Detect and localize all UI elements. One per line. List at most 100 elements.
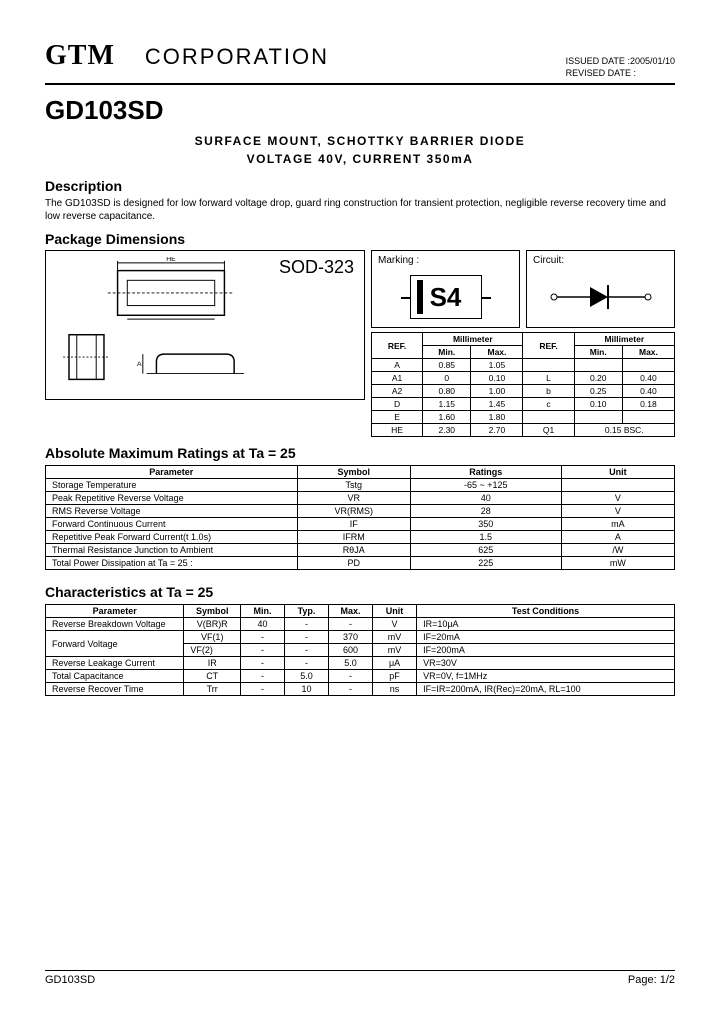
dim-max: Max. [471,346,523,359]
table-cell: - [329,670,373,683]
svg-text:A: A [137,361,142,368]
dim-min: Min. [423,346,471,359]
table-cell: - [241,644,285,657]
table-cell: - [285,631,329,644]
table-cell: VR [297,492,410,505]
table-cell: A [372,359,423,372]
marking-graphic: S4 [378,270,513,324]
table-row: E1.601.80 [372,411,675,424]
table-cell: RMS Reverse Voltage [46,505,298,518]
table-header: Min. [241,605,285,618]
circuit-label: Circuit: [533,255,668,266]
amr-table: ParameterSymbolRatingsUnit Storage Tempe… [45,465,675,570]
table-row: A20.801.00b0.250.40 [372,385,675,398]
table-cell: ns [373,683,417,696]
table-cell: VR=0V, f=1MHz [417,670,675,683]
table-cell: 5.0 [285,670,329,683]
table-cell: Total Power Dissipation at Ta = 25 : [46,557,298,570]
table-cell: Trr [184,683,241,696]
table-cell: 350 [410,518,561,531]
table-cell: Storage Temperature [46,479,298,492]
table-cell: 0.25 [574,385,622,398]
table-cell: 5.0 [329,657,373,670]
package-heading: Package Dimensions [45,231,675,247]
table-cell: 0.40 [622,385,674,398]
table-cell: - [285,618,329,631]
dim-mm-header2: Millimeter [574,333,674,346]
table-cell: 1.15 [423,398,471,411]
table-cell: A2 [372,385,423,398]
subtitle: SURFACE MOUNT, SCHOTTKY BARRIER DIODE VO… [45,132,675,168]
table-cell: IR=10μA [417,618,675,631]
marking-box: Marking : S4 [371,250,520,328]
issued-date-line: ISSUED DATE :2005/01/10 [566,56,675,68]
table-cell: 0.85 [423,359,471,372]
table-cell [523,359,574,372]
table-cell [574,359,622,372]
table-cell [523,411,574,424]
table-cell: Peak Repetitive Reverse Voltage [46,492,298,505]
table-cell: Reverse Leakage Current [46,657,184,670]
table-cell: 1.05 [471,359,523,372]
description-text: The GD103SD is designed for low forward … [45,197,675,223]
table-row: Peak Repetitive Reverse VoltageVR40V [46,492,675,505]
table-row: Forward Continuous CurrentIF350mA [46,518,675,531]
table-row: Total CapacitanceCT-5.0-pFVR=0V, f=1MHz [46,670,675,683]
dimension-table: REF. Millimeter REF. Millimeter Min. Max… [371,332,675,437]
circuit-graphic [533,270,668,324]
table-header: Unit [561,466,674,479]
table-cell: V(BR)R [184,618,241,631]
table-cell: - [285,644,329,657]
table-cell: IFRM [297,531,410,544]
table-cell: - [329,618,373,631]
amr-table-wrap: ParameterSymbolRatingsUnit Storage Tempe… [45,465,675,570]
issued-label: ISSUED DATE : [566,56,630,66]
table-cell: V [561,492,674,505]
table-cell: - [329,683,373,696]
marking-circuit-row: Marking : S4 Circuit: [371,250,675,328]
table-cell: Tstg [297,479,410,492]
dimension-drawing-box: SOD-323 HE A [45,250,365,400]
table-cell: VR=30V [417,657,675,670]
table-cell: IR [184,657,241,670]
logo-group: GTM CORPORATION [45,40,329,72]
table-row: A100.10L0.200.40 [372,372,675,385]
table-cell: pF [373,670,417,683]
table-cell: 28 [410,505,561,518]
table-cell: V [373,618,417,631]
dim-min2: Min. [574,346,622,359]
table-row: Thermal Resistance Junction to AmbientRθ… [46,544,675,557]
footer: GD103SD Page: 1/2 [45,970,675,986]
table-cell: /W [561,544,674,557]
table-header: Symbol [297,466,410,479]
table-row: Reverse Recover TimeTrr-10-nsIF=IR=200mA… [46,683,675,696]
table-cell: A [561,531,674,544]
table-row: HE2.302.70Q10.15 BSC. [372,424,675,437]
table-cell: 40 [410,492,561,505]
table-cell: 40 [241,618,285,631]
char-table-wrap: ParameterSymbolMin.Typ.Max.UnitTest Cond… [45,604,675,696]
table-cell: 0.10 [574,398,622,411]
table-cell: IF [297,518,410,531]
table-cell: - [241,631,285,644]
table-cell: mV [373,631,417,644]
table-row: Storage TemperatureTstg-65 ~ +125 [46,479,675,492]
table-row: RMS Reverse VoltageVR(RMS)28V [46,505,675,518]
table-cell: IF=200mA [417,644,675,657]
diode-symbol-icon [546,277,656,317]
table-row: ParameterSymbolRatingsUnit [46,466,675,479]
table-header: Parameter [46,605,184,618]
table-cell: mV [373,644,417,657]
table-cell: Forward Voltage [46,631,184,657]
table-cell: b [523,385,574,398]
logo-gtm: GTM [45,40,115,72]
table-cell: Forward Continuous Current [46,518,298,531]
header-rule [45,83,675,85]
table-cell: 1.5 [410,531,561,544]
table-cell: - [285,657,329,670]
table-cell: 0.80 [423,385,471,398]
part-number: GD103SD [45,95,675,126]
table-cell: 370 [329,631,373,644]
table-cell: PD [297,557,410,570]
table-cell: - [241,657,285,670]
